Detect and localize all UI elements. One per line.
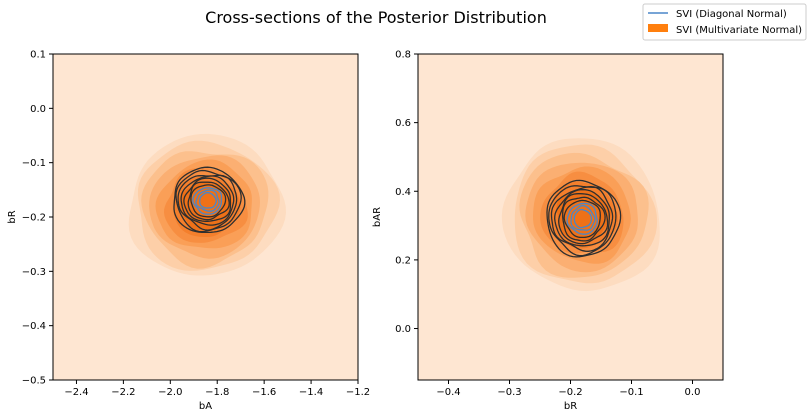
legend-label-diagonal: SVI (Diagonal Normal) [676,9,787,20]
figure-title: Cross-sections of the Posterior Distribu… [205,8,547,27]
contour-line-level [558,193,609,245]
x-tick-label: −1.8 [205,387,229,398]
contour-line-level [177,174,238,231]
contour-line-level [548,185,617,257]
y-tick-label: 0.0 [30,104,46,115]
contour-line-level [550,185,614,252]
y-tick-label: −0.2 [22,213,46,224]
y-tick-label: −0.5 [22,376,46,387]
x-tick-label: −0.1 [619,387,643,398]
legend-box [642,3,807,41]
contour-line-level [573,208,593,229]
y-axis-label: bR [7,210,18,223]
contour-line-level [566,202,598,235]
x-tick-label: 0.0 [685,387,701,398]
contour-line-level [562,196,606,242]
plot-area [418,54,723,380]
x-tick-label: −2.2 [111,387,135,398]
contour-line-level [190,184,227,218]
plot-area [53,54,358,380]
y-tick-label: 0.4 [395,187,411,198]
x-tick-label: −1.6 [252,387,276,398]
legend: SVI (Diagonal Normal) SVI (Multivariate … [642,3,807,41]
contour-line-level [187,181,230,221]
contour-line-level [183,177,232,222]
legend-patch-marker [648,24,668,32]
x-tick-label: −0.2 [558,387,582,398]
y-tick-label: −0.3 [22,267,46,278]
x-tick-label: −0.3 [497,387,521,398]
contour-line-level [554,188,610,247]
x-axis-label: bR [564,401,577,412]
x-tick-label: −2.4 [64,387,88,398]
y-tick-label: 0.8 [395,50,411,61]
x-tick-label: −2.0 [158,387,182,398]
y-tick-label: 0.0 [395,324,411,335]
y-tick-label: 0.2 [395,255,411,266]
y-tick-label: 0.6 [395,118,411,129]
contour-line-level [192,187,223,215]
y-tick-label: −0.4 [22,321,46,332]
y-tick-label: 0.1 [30,50,46,61]
legend-label-multivariate: SVI (Multivariate Normal) [676,25,802,36]
panel-left: −2.4 −2.2 −2.0 −1.8 −1.6 −1.4 −1.2 −0.5 −0.4 −0.3… [7,50,370,413]
x-axis-label: bA [199,401,212,412]
contour-line-level [173,166,246,234]
contour-line-level [563,199,601,239]
contour-line-level [570,205,596,231]
y-axis-label: bAR [372,207,383,227]
contour-line-level [199,191,217,209]
panel-right: −0.4 −0.3 −0.2 −0.1 0.0 0.0 0.2 0.4 0.6 0.8 bR bAR [372,50,724,412]
x-tick-label: −1.4 [299,387,323,398]
x-tick-label: −0.4 [436,387,460,398]
x-tick-label: −1.2 [346,387,370,398]
contour-line-level [195,189,220,212]
contour-line-level [180,175,235,226]
y-tick-label: −0.1 [22,158,46,169]
